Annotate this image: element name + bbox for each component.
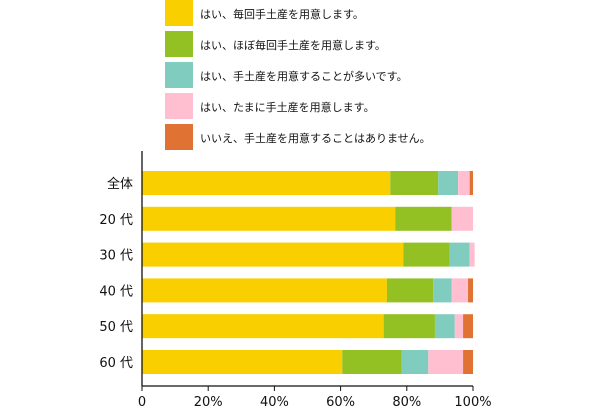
x-tick-label: 80% [392, 395, 421, 408]
bar-segment [434, 314, 455, 339]
legend-swatch [165, 93, 193, 119]
bar-segment [142, 314, 384, 339]
legend-item: はい、たまに手土産を用意します。 [165, 93, 565, 119]
bar-segment [390, 171, 439, 195]
bar-segment [449, 242, 470, 267]
legend-swatch [165, 31, 193, 57]
bar-segment [438, 171, 459, 195]
category-label: 20 代 [99, 213, 133, 228]
legend-item: いいえ、手土産を用意することはありません。 [165, 124, 565, 150]
bar-segment [468, 278, 473, 303]
x-tick-label: 20% [194, 395, 223, 408]
legend-swatch [165, 124, 193, 150]
bar-segment [428, 350, 464, 374]
legend-label: はい、毎回手土産を用意します。 [200, 8, 364, 21]
category-label: 60 代 [99, 356, 133, 371]
bar-segment [463, 314, 473, 339]
bar-segment [469, 171, 473, 195]
x-tick-label: 60% [326, 395, 355, 408]
bar-segment [401, 350, 429, 374]
legend-item: はい、手土産を用意することが多いです。 [165, 62, 565, 88]
legend-item: はい、ほぼ毎回手土産を用意します。 [165, 31, 565, 57]
bar-segment [451, 278, 469, 303]
bar-segment [458, 171, 470, 195]
bar-segment [342, 350, 402, 374]
bar-segment [463, 350, 473, 374]
legend-label: いいえ、手土産を用意することはありません。 [200, 132, 431, 145]
bar-segment [386, 278, 434, 303]
bar-segment [451, 206, 473, 231]
bar-segment [142, 171, 391, 195]
bar-segment [142, 206, 396, 231]
bar-segment [142, 350, 343, 374]
x-tick-label: 100% [454, 395, 491, 408]
x-tick-label: 0 [138, 395, 146, 408]
bar-segment [433, 278, 452, 303]
category-label: 50 代 [99, 320, 133, 335]
bar-segment [142, 278, 387, 303]
legend-swatch [165, 62, 193, 88]
bar-segment [469, 242, 475, 267]
x-tick-label: 40% [260, 395, 289, 408]
category-label: 40 代 [99, 284, 133, 299]
bar-segment [142, 242, 404, 267]
legend-label: はい、手土産を用意することが多いです。 [200, 70, 408, 83]
legend-label: はい、ほぼ毎回手土産を用意します。 [200, 39, 386, 52]
bar-segment [403, 242, 450, 267]
bar-segment [454, 314, 464, 339]
category-label: 全体 [107, 176, 133, 192]
bar-segment [383, 314, 435, 339]
legend-swatch [165, 0, 193, 26]
category-label: 30 代 [99, 249, 133, 264]
legend-item: はい、毎回手土産を用意します。 [165, 0, 565, 26]
bar-segment [395, 206, 452, 231]
legend-label: はい、たまに手土産を用意します。 [200, 101, 375, 114]
